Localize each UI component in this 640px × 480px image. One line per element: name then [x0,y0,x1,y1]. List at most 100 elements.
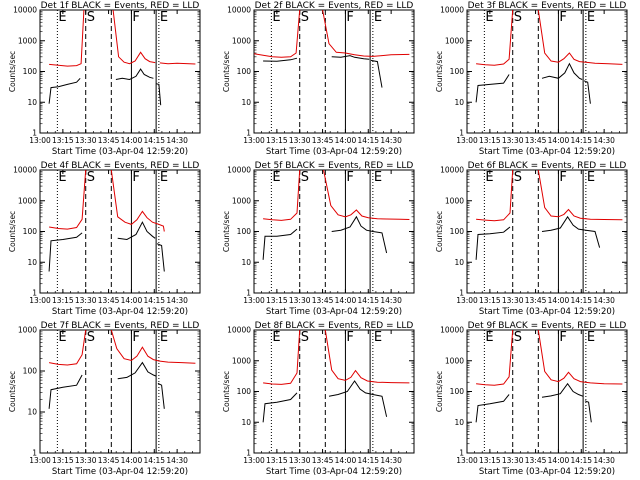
series-line-lld [110,330,196,364]
x-tick-label: 13:00 [29,456,51,465]
x-tick-label: 13:00 [29,296,51,305]
marker-label: E [587,170,595,185]
series-line-lld [49,170,87,230]
series-lld [476,330,623,386]
x-axis-label: Start Time (03-Apr-04 12:59:20) [52,147,188,157]
series-line-lld [537,10,623,65]
y-tick-label: 10 [241,418,251,427]
series-line-lld [537,330,623,385]
y-tick-label: 1000 [445,356,464,365]
panel-5: Det 5f BLACK = Events, RED = LLD Start Ti… [222,161,415,317]
series-lld [263,170,410,221]
x-tick-label: 13:30 [502,296,524,305]
y-tick-label: 100 [237,67,252,76]
y-tick-label: 1 [246,449,251,458]
x-axis-label: Start Time (03-Apr-04 12:59:20) [52,307,188,317]
panel-title: Det 1f BLACK = Events, RED = LLD [41,1,200,11]
x-tick-label: 14:15 [143,136,165,145]
y-axis-label: Counts/sec [8,211,17,252]
marker-label: E [374,170,382,185]
series-line-events [583,80,591,104]
x-tick-label: 13:30 [75,456,97,465]
marker-label: F [346,330,353,345]
y-tick-label: 1000 [18,36,37,45]
x-tick-label: 14:30 [593,296,615,305]
x-tick-label: 13:30 [289,136,311,145]
x-tick-label: 13:15 [266,136,288,145]
x-tick-label: 13:45 [98,296,120,305]
series-lld [49,330,196,366]
marker-label: E [160,10,168,25]
series-line-events [541,62,583,80]
series-line-events [117,361,157,380]
x-tick-label: 14:30 [380,456,402,465]
y-tick-label: 100 [450,227,465,236]
marker-label: S [301,10,309,25]
marker-label: F [559,10,566,25]
series-events [48,361,165,409]
y-tick-label: 1000 [232,196,251,205]
series-line-events [262,228,298,260]
x-tick-label: 13:15 [52,136,74,145]
y-tick-label: 10000 [227,166,251,175]
x-tick-label: 13:30 [502,136,524,145]
x-tick-label: 13:45 [312,456,334,465]
x-axis-label: Start Time (03-Apr-04 12:59:20) [479,307,615,317]
marker-label: F [346,10,353,25]
y-tick-label: 10000 [227,326,251,335]
series-line-events [263,57,298,62]
y-tick-label: 10 [454,258,464,267]
y-axis-label: Counts/sec [222,51,231,92]
plot-frame [466,169,628,294]
series-line-events [115,68,154,81]
panel-4: Det 4f BLACK = Events, RED = LLD Start Ti… [8,161,201,317]
y-tick-label: 1 [32,129,37,138]
plot-frame [39,169,201,294]
marker-label: E [485,10,493,25]
panel-3: Det 3f BLACK = Events, RED = LLD Start Ti… [435,1,628,157]
y-tick-label: 1 [459,289,464,298]
marker-label: E [58,170,66,185]
series-line-events [331,55,370,60]
panel-9: Det 9f BLACK = Events, RED = LLD Start Ti… [435,321,628,477]
marker-label: E [272,10,280,25]
y-tick-label: 10000 [440,326,464,335]
panel-title: Det 6f BLACK = Events, RED = LLD [468,161,627,171]
x-tick-label: 13:30 [502,456,524,465]
x-tick-label: 14:00 [548,296,570,305]
y-tick-label: 10000 [227,6,251,15]
x-tick-label: 13:15 [266,296,288,305]
x-tick-label: 13:30 [289,456,311,465]
x-tick-label: 14:15 [357,136,379,145]
series-line-lld [324,330,410,384]
y-tick-label: 100 [450,387,465,396]
series-lld [476,170,623,222]
x-tick-label: 13:00 [456,296,478,305]
panel-1: Det 1f BLACK = Events, RED = LLD Start Ti… [8,1,201,157]
series-line-lld [476,330,514,386]
x-tick-label: 14:00 [121,136,143,145]
marker-label: S [87,330,95,345]
x-tick-label: 14:00 [548,456,570,465]
x-tick-label: 14:15 [357,456,379,465]
x-tick-label: 14:15 [570,136,592,145]
x-tick-label: 14:00 [335,136,357,145]
x-tick-label: 13:30 [289,296,311,305]
x-tick-label: 14:00 [335,456,357,465]
y-tick-label: 10 [241,98,251,107]
plot-frame [39,329,201,454]
series-line-lld [322,10,410,57]
y-axis-label: Counts/sec [222,371,231,412]
y-tick-label: 1000 [445,36,464,45]
series-line-events [541,215,601,248]
x-tick-label: 14:00 [335,296,357,305]
series-line-events [331,215,388,254]
marker-label: F [132,10,139,25]
series-line-events [48,232,83,272]
marker-label: E [58,330,66,345]
series-lld [49,170,165,232]
series-line-lld [49,10,85,67]
x-tick-label: 13:15 [52,456,74,465]
panel-title: Det 7f BLACK = Events, RED = LLD [41,321,200,331]
marker-label: S [301,170,309,185]
